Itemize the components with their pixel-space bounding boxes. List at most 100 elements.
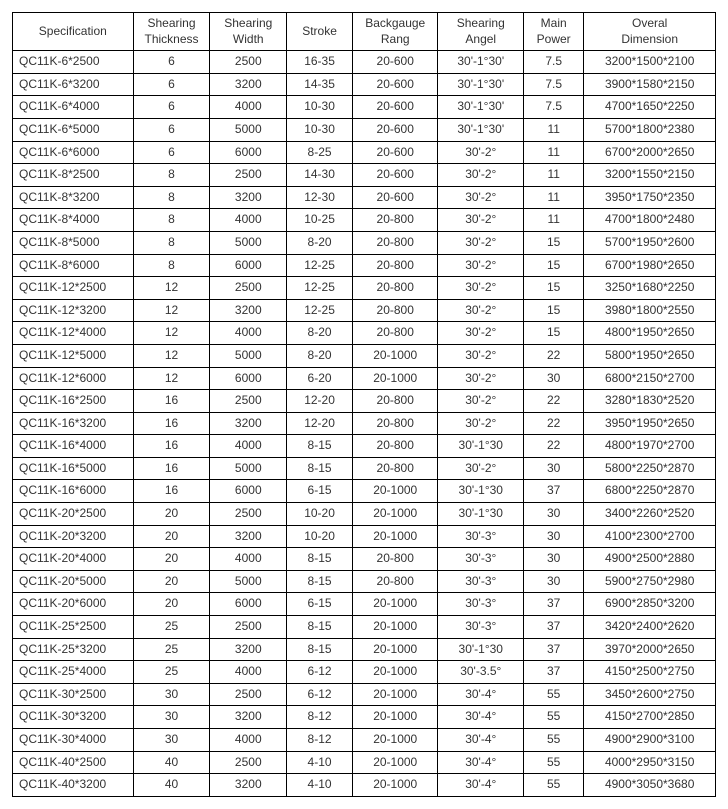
cell: 12-25: [287, 254, 353, 277]
cell: 15: [524, 231, 584, 254]
cell: 30: [524, 548, 584, 571]
col-header-line1: Main: [528, 16, 579, 32]
cell: 8: [133, 164, 210, 187]
cell: QC11K-30*3200: [13, 706, 134, 729]
cell: 3950*1750*2350: [584, 186, 716, 209]
cell: 20-800: [352, 390, 438, 413]
cell: 12-20: [287, 390, 353, 413]
cell: 11: [524, 209, 584, 232]
cell: 30'-3°: [438, 525, 524, 548]
cell: 30: [524, 457, 584, 480]
cell: QC11K-40*2500: [13, 751, 134, 774]
cell: 30'-1°30: [438, 435, 524, 458]
cell: 4900*2900*3100: [584, 729, 716, 752]
cell: 30'-2°: [438, 367, 524, 390]
cell: QC11K-20*5000: [13, 570, 134, 593]
cell: 30'-2°: [438, 209, 524, 232]
cell: QC11K-8*4000: [13, 209, 134, 232]
cell: 6900*2850*3200: [584, 593, 716, 616]
col-header-line2: Dimension: [588, 32, 711, 48]
cell: 20-800: [352, 231, 438, 254]
cell: 2500: [210, 616, 287, 639]
cell: 11: [524, 186, 584, 209]
cell: 30'-2°: [438, 186, 524, 209]
cell: 6: [133, 51, 210, 74]
cell: 6-15: [287, 593, 353, 616]
cell: QC11K-8*6000: [13, 254, 134, 277]
cell: 22: [524, 435, 584, 458]
col-header-line2: Rang: [357, 32, 434, 48]
table-row: QC11K-20*320020320010-2020-100030'-3°304…: [13, 525, 716, 548]
table-row: QC11K-6*6000660008-2520-60030'-2°116700*…: [13, 141, 716, 164]
cell: QC11K-16*4000: [13, 435, 134, 458]
table-row: QC11K-16*250016250012-2020-80030'-2°2232…: [13, 390, 716, 413]
cell: 20: [133, 503, 210, 526]
cell: 30'-2°: [438, 277, 524, 300]
cell: QC11K-16*3200: [13, 412, 134, 435]
cell: 4100*2300*2700: [584, 525, 716, 548]
cell: 8: [133, 209, 210, 232]
cell: 30'-2°: [438, 457, 524, 480]
table-row: QC11K-25*40002540006-1220-100030'-3.5°37…: [13, 661, 716, 684]
cell: 11: [524, 164, 584, 187]
cell: 6-12: [287, 683, 353, 706]
table-row: QC11K-12*50001250008-2020-100030'-2°2258…: [13, 344, 716, 367]
cell: 30'-1°30': [438, 51, 524, 74]
cell: QC11K-6*2500: [13, 51, 134, 74]
cell: 30'-4°: [438, 706, 524, 729]
table-row: QC11K-8*40008400010-2520-80030'-2°114700…: [13, 209, 716, 232]
cell: 20-1000: [352, 638, 438, 661]
cell: 30'-2°: [438, 344, 524, 367]
cell: 30: [524, 570, 584, 593]
cell: 4700*1650*2250: [584, 96, 716, 119]
cell: 16: [133, 390, 210, 413]
cell: 3980*1800*2550: [584, 299, 716, 322]
cell: 20: [133, 570, 210, 593]
cell: 20-1000: [352, 774, 438, 797]
col-header-line2: Power: [528, 32, 579, 48]
cell: 37: [524, 638, 584, 661]
cell: 11: [524, 141, 584, 164]
cell: 6: [133, 96, 210, 119]
cell: 8-15: [287, 457, 353, 480]
cell: 12: [133, 277, 210, 300]
cell: 6-20: [287, 367, 353, 390]
cell: 8-15: [287, 570, 353, 593]
cell: 30'-4°: [438, 774, 524, 797]
cell: 20-1000: [352, 751, 438, 774]
cell: 4000: [210, 548, 287, 571]
cell: 6700*1980*2650: [584, 254, 716, 277]
table-row: QC11K-6*32006320014-3520-60030'-1°30'7.5…: [13, 73, 716, 96]
cell: 8-20: [287, 322, 353, 345]
cell: 6: [133, 73, 210, 96]
cell: 30: [133, 706, 210, 729]
cell: 20-800: [352, 277, 438, 300]
cell: 2500: [210, 503, 287, 526]
table-row: QC11K-30*25003025006-1220-100030'-4°5534…: [13, 683, 716, 706]
cell: 5700*1950*2600: [584, 231, 716, 254]
col-header-2: ShearingWidth: [210, 13, 287, 51]
col-header-line2: Thickness: [138, 32, 206, 48]
col-header-line1: Specification: [17, 24, 129, 40]
cell: 3900*1580*2150: [584, 73, 716, 96]
cell: QC11K-30*4000: [13, 729, 134, 752]
cell: 7.5: [524, 51, 584, 74]
cell: 30'-1°30': [438, 73, 524, 96]
cell: 20-600: [352, 96, 438, 119]
cell: 8-25: [287, 141, 353, 164]
cell: 20: [133, 548, 210, 571]
cell: 20-800: [352, 435, 438, 458]
cell: 6000: [210, 254, 287, 277]
cell: 20-800: [352, 570, 438, 593]
cell: 30'-1°30': [438, 96, 524, 119]
cell: 3200: [210, 73, 287, 96]
cell: 6: [133, 141, 210, 164]
cell: 55: [524, 683, 584, 706]
cell: 30: [524, 503, 584, 526]
cell: 5800*2250*2870: [584, 457, 716, 480]
cell: 16: [133, 412, 210, 435]
cell: 4000: [210, 209, 287, 232]
table-row: QC11K-8*25008250014-3020-60030'-2°113200…: [13, 164, 716, 187]
cell: QC11K-8*5000: [13, 231, 134, 254]
cell: 5700*1800*2380: [584, 118, 716, 141]
